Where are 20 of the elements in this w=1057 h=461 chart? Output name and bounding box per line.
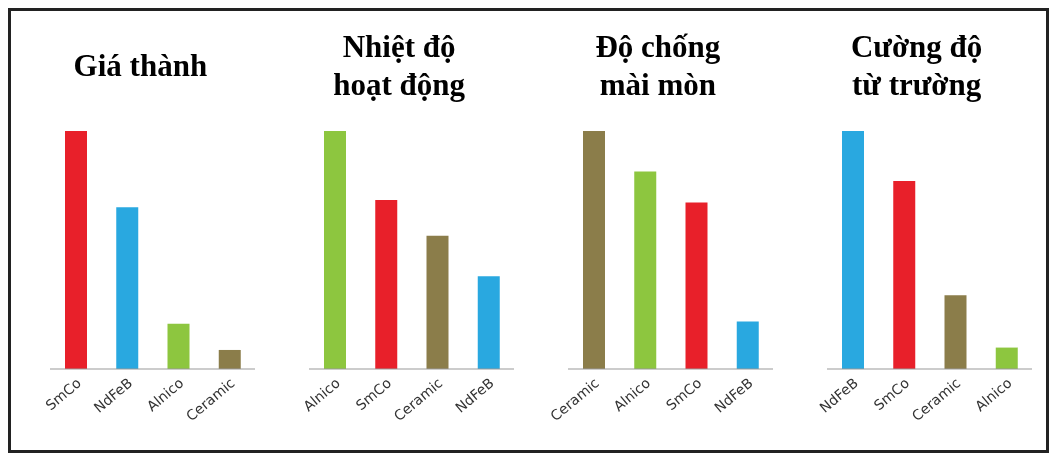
chart-title: Nhiệt độ hoạt động: [332, 28, 466, 104]
chart-title: Độ chống mài mòn: [594, 28, 722, 104]
bar: [892, 180, 915, 369]
chart-title: Cường độ từ trường: [849, 28, 984, 104]
bar: [944, 295, 967, 369]
bar: [116, 207, 139, 369]
bar: [736, 321, 759, 369]
bar: [324, 131, 347, 369]
bar: [477, 276, 500, 369]
bar: [995, 347, 1018, 369]
bar: [582, 131, 605, 369]
bar: [841, 131, 864, 369]
bar: [685, 202, 708, 369]
chart-title: Giá thành: [72, 47, 209, 85]
bar: [375, 200, 398, 369]
bar: [634, 171, 657, 369]
bar: [219, 349, 242, 369]
bar: [167, 323, 190, 369]
bar: [426, 235, 449, 369]
bar: [65, 131, 88, 369]
